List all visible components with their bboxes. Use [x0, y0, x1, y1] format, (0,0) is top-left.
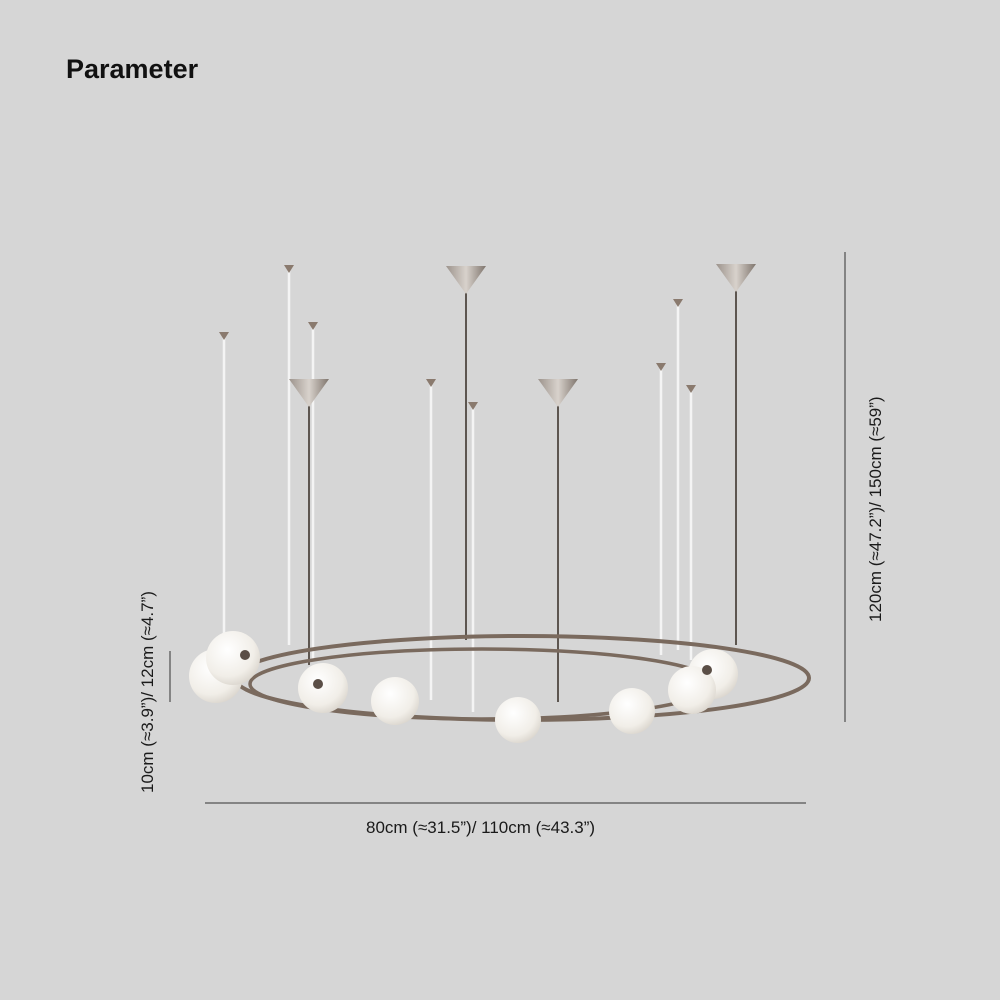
- height-label: 120cm (≈47.2”)/ 150cm (≈59”): [866, 396, 885, 622]
- suspension-rods: [219, 264, 756, 712]
- page-title: Parameter: [66, 54, 199, 84]
- globe-socket: [702, 665, 712, 675]
- globe-light: [371, 677, 419, 725]
- globe-light: [298, 663, 348, 713]
- width-label: 80cm (≈31.5”)/ 110cm (≈43.3”): [366, 818, 596, 837]
- canopy-cap: [308, 322, 318, 330]
- canopy-cap: [673, 299, 683, 307]
- globe-socket: [240, 650, 250, 660]
- canopy-cone: [538, 379, 578, 407]
- globe-socket: [313, 679, 323, 689]
- canopy-cone: [716, 264, 756, 292]
- globe-lights: [189, 631, 738, 743]
- canopy-cap: [656, 363, 666, 371]
- canopy-cap: [426, 379, 436, 387]
- ring-height-label: 10cm (≈3.9”)/ 12cm (≈4.7”): [138, 591, 157, 793]
- globe-light: [206, 631, 260, 685]
- canopy-cap: [686, 385, 696, 393]
- globe-light: [495, 697, 541, 743]
- globe-light: [668, 666, 716, 714]
- canopy-cone: [446, 266, 486, 294]
- canopy-cap: [219, 332, 229, 340]
- canopy-cone: [289, 379, 329, 407]
- canopy-cap: [468, 402, 478, 410]
- canopy-cap: [284, 265, 294, 273]
- globe-light: [609, 688, 655, 734]
